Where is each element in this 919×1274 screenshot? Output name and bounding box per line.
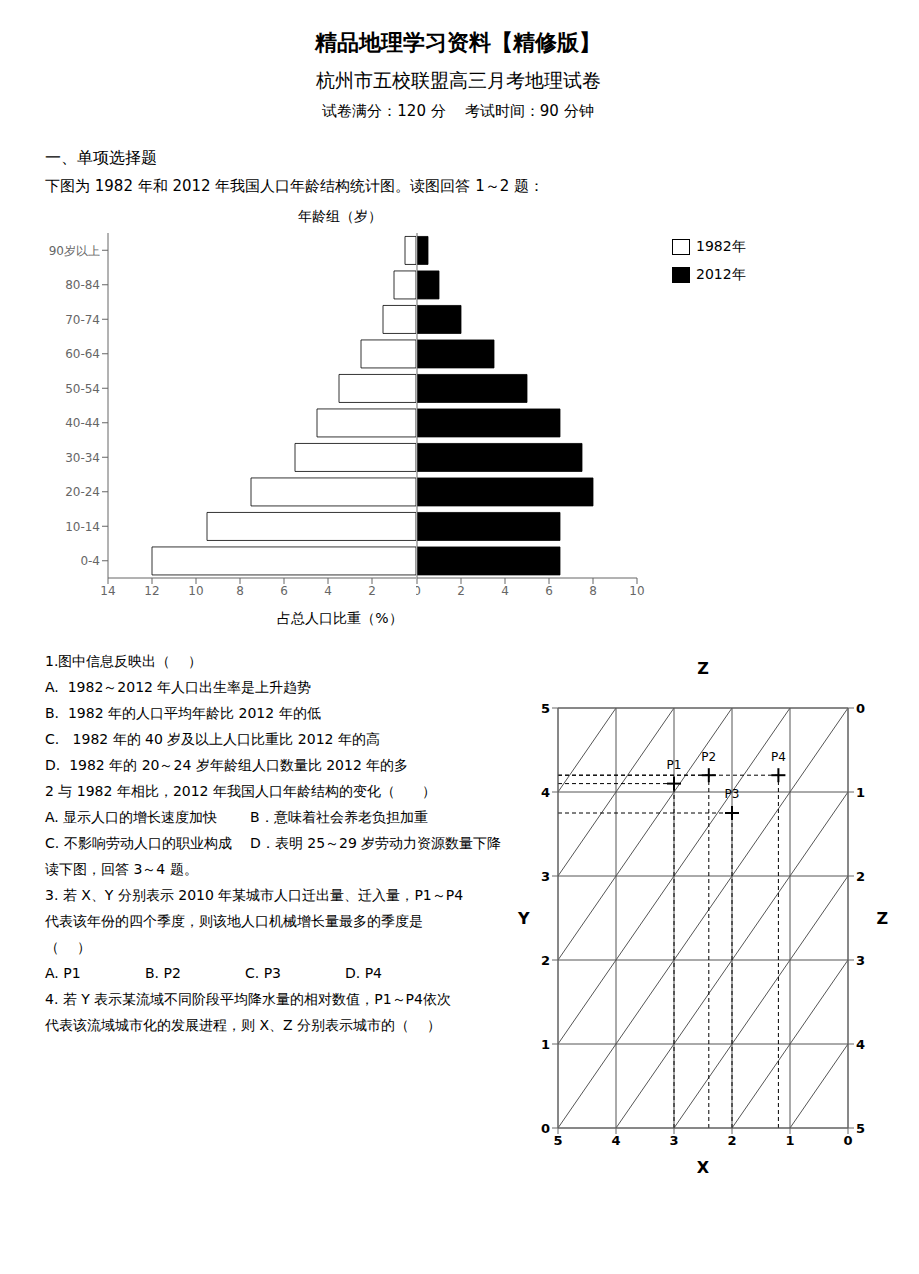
html-text:C. 1982 年的 40 岁及以上人口比重比 2012 年: C. 1982 年的 40 岁及以上人口比重比 2012 年的高: [45, 731, 380, 747]
svg-text:20-24: 20-24: [65, 485, 100, 499]
html-text:代表该年份的四个季度，则该地人口机械增长量最多的季度是: 代表该年份的四个季度，则该地人口机械增长量最多的季度是: [45, 913, 423, 929]
svg-text:2: 2: [727, 1133, 736, 1148]
svg-text:0: 0: [856, 701, 865, 716]
svg-text:0: 0: [416, 584, 421, 598]
html-text:占总人口比重（%）: 占总人口比重（%）: [277, 610, 403, 626]
svg-text:Y: Y: [517, 909, 530, 928]
svg-text:90岁以上: 90岁以上: [49, 244, 100, 258]
svg-text:2: 2: [856, 869, 865, 884]
svg-text:1: 1: [856, 785, 865, 800]
svg-text:12: 12: [144, 584, 159, 598]
svg-text:3: 3: [856, 953, 865, 968]
svg-text:4: 4: [611, 1133, 620, 1148]
html-text:2012年: 2012年: [696, 266, 746, 282]
html-text:2 与 1982 年相比，2012 年我国人口年龄结构的变化: 2 与 1982 年相比，2012 年我国人口年龄结构的变化（ ）: [45, 783, 436, 799]
html-text:D．表明 25～29 岁劳动力资源数量下降: D．表明 25～29 岁劳动力资源数量下降: [250, 835, 502, 851]
svg-text:Z: Z: [876, 909, 888, 928]
svg-text:80-84: 80-84: [65, 278, 100, 292]
html-text:B．意味着社会养老负担加重: B．意味着社会养老负担加重: [250, 809, 428, 825]
html-text:3. 若 X、Y 分别表示 2010 年某城市人口迁出量、迁: 3. 若 X、Y 分别表示 2010 年某城市人口迁出量、迁入量，P1～P4: [45, 887, 464, 903]
html-text:C. 不影响劳动人口的职业构成: C. 不影响劳动人口的职业构成: [45, 835, 232, 851]
html-text:A. P1: A. P1: [45, 965, 81, 981]
svg-text:10: 10: [188, 584, 203, 598]
html-text:试卷满分：120 分 考试时间：90 分钟: 试卷满分：120 分 考试时间：90 分钟: [322, 102, 594, 120]
svg-text:30-34: 30-34: [65, 451, 100, 465]
html-text:年龄组（岁）: 年龄组（岁）: [298, 208, 382, 224]
svg-text:8: 8: [589, 584, 597, 598]
html-text:C. P3: C. P3: [245, 965, 281, 981]
svg-text:2: 2: [541, 953, 550, 968]
html-text:代表该流域城市化的发展进程，则 X、Z 分别表示城市的（ ）: 代表该流域城市化的发展进程，则 X、Z 分别表示城市的（ ）: [45, 1017, 441, 1033]
svg-text:8: 8: [236, 584, 244, 598]
html-text:A. 显示人口的增长速度加快: A. 显示人口的增长速度加快: [45, 809, 218, 825]
svg-text:X: X: [697, 1158, 710, 1177]
svg-text:0-4: 0-4: [80, 554, 100, 568]
html-text:A. 1982～2012 年人口出生率是上升趋势: A. 1982～2012 年人口出生率是上升趋势: [45, 679, 312, 695]
svg-text:0: 0: [541, 1121, 550, 1136]
html-text:一、单项选择题: 一、单项选择题: [45, 148, 157, 167]
html-text:1.图中信息反映出（ ）: 1.图中信息反映出（ ）: [45, 653, 203, 669]
svg-text:4: 4: [501, 584, 509, 598]
svg-text:10-14: 10-14: [65, 520, 100, 534]
html-text:杭州市五校联盟高三月考地理试卷: 杭州市五校联盟高三月考地理试卷: [315, 69, 601, 91]
svg-text:P1: P1: [667, 758, 682, 772]
html-text:1982年: 1982年: [696, 238, 746, 254]
svg-text:4: 4: [856, 1037, 865, 1052]
svg-text:P2: P2: [701, 750, 716, 764]
svg-text:3: 3: [541, 869, 550, 884]
svg-text:4: 4: [324, 584, 332, 598]
svg-text:1: 1: [541, 1037, 550, 1052]
svg-text:40-44: 40-44: [65, 416, 100, 430]
svg-text:10: 10: [629, 584, 644, 598]
svg-text:5: 5: [541, 701, 550, 716]
html-text:4. 若 Y 表示某流域不同阶段平均降水量的相对数值，P1～: 4. 若 Y 表示某流域不同阶段平均降水量的相对数值，P1～P4依次: [45, 991, 451, 1007]
html-text:D. P4: D. P4: [345, 965, 382, 981]
svg-text:14: 14: [100, 584, 115, 598]
svg-text:4: 4: [541, 785, 550, 800]
svg-text:0: 0: [843, 1133, 852, 1148]
svg-text:3: 3: [669, 1133, 678, 1148]
svg-text:P3: P3: [725, 787, 740, 801]
html-text:精品地理学习资料【精修版】: 精品地理学习资料【精修版】: [315, 30, 601, 55]
svg-text:50-54: 50-54: [65, 382, 100, 396]
html-text:下图为 1982 年和 2012 年我国人口年龄结构统计图。: 下图为 1982 年和 2012 年我国人口年龄结构统计图。读图回答 1～2 题…: [45, 177, 544, 195]
svg-text:6: 6: [280, 584, 288, 598]
svg-text:70-74: 70-74: [65, 313, 100, 327]
svg-text:5: 5: [856, 1121, 865, 1136]
svg-text:P4: P4: [771, 750, 786, 764]
svg-text:2: 2: [368, 584, 376, 598]
svg-text:1: 1: [785, 1133, 794, 1148]
html-text:B. P2: B. P2: [145, 965, 181, 981]
svg-text:Z: Z: [697, 659, 709, 678]
html-text:D. 1982 年的 20～24 岁年龄组人口数量比 201: D. 1982 年的 20～24 岁年龄组人口数量比 2012 年的多: [45, 757, 409, 773]
svg-text:6: 6: [545, 584, 553, 598]
html-text:B. 1982 年的人口平均年龄比 2012 年的低: B. 1982 年的人口平均年龄比 2012 年的低: [45, 705, 321, 721]
svg-text:60-64: 60-64: [65, 347, 100, 361]
svg-text:5: 5: [553, 1133, 562, 1148]
html-text:读下图，回答 3～4 题。: 读下图，回答 3～4 题。: [45, 861, 198, 877]
svg-text:2: 2: [457, 584, 465, 598]
